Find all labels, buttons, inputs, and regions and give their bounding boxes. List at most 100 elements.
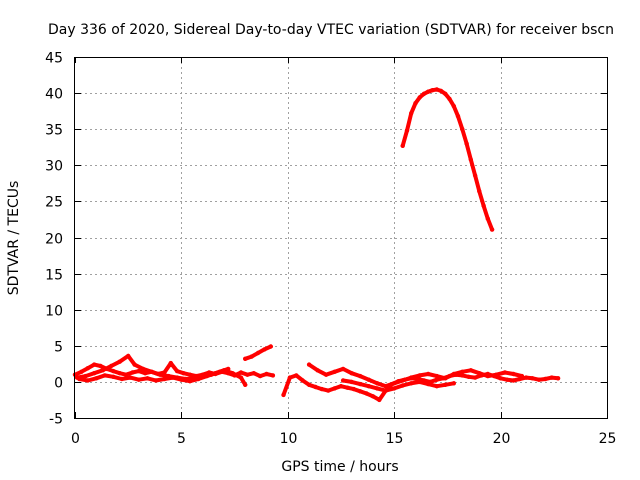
data-point: [409, 111, 414, 116]
data-point: [358, 373, 363, 379]
y-tick-label: 0: [54, 376, 63, 392]
data-point: [426, 381, 431, 387]
data-point: [243, 382, 248, 387]
data-point: [451, 371, 456, 377]
x-tick-label: 0: [71, 431, 80, 447]
data-point: [370, 394, 376, 399]
data-point: [468, 368, 473, 373]
data-point: [477, 371, 482, 376]
data-point: [434, 373, 439, 379]
data-point: [404, 128, 410, 133]
data-point: [351, 386, 356, 392]
data-point: [168, 360, 173, 366]
data-point: [443, 91, 448, 97]
data-point: [313, 384, 318, 390]
data-point: [530, 376, 535, 381]
data-point: [251, 371, 256, 376]
x-tick-label: 15: [386, 431, 404, 447]
data-point: [264, 371, 269, 377]
y-tick-label: 35: [45, 123, 63, 139]
data-point: [366, 377, 371, 382]
data-point: [338, 384, 344, 389]
data-point: [409, 381, 414, 386]
data-point: [326, 388, 331, 393]
data-point: [481, 203, 486, 208]
data-point: [523, 375, 529, 380]
data-point: [349, 371, 354, 376]
data-point: [375, 386, 380, 391]
data-point: [187, 372, 193, 377]
data-point: [140, 366, 146, 372]
data-point: [149, 369, 154, 374]
data-point: [174, 368, 180, 374]
data-point: [409, 375, 414, 380]
series-track-h: [400, 87, 495, 232]
y-tick-label: 25: [45, 195, 63, 211]
data-point: [79, 369, 84, 374]
data-point: [221, 368, 227, 373]
chart-title: Day 336 of 2020, Sidereal Day-to-day VTE…: [48, 22, 614, 38]
data-point: [466, 374, 471, 379]
data-point: [366, 384, 371, 389]
data-point: [460, 127, 465, 132]
y-tick-label: 15: [45, 268, 63, 284]
x-tick-label: 5: [177, 431, 186, 447]
plot-series: [72, 87, 561, 403]
data-point: [281, 392, 286, 398]
data-point: [126, 353, 131, 359]
data-point: [426, 371, 431, 377]
data-point: [460, 369, 465, 374]
data-point: [319, 386, 324, 392]
data-point: [447, 96, 452, 102]
x-tick-label: 25: [599, 431, 617, 447]
data-point: [511, 378, 516, 383]
data-point: [315, 368, 320, 373]
data-point: [472, 375, 478, 380]
data-point: [98, 363, 103, 369]
data-point: [413, 101, 418, 106]
plot-frame: [74, 57, 608, 419]
data-point: [392, 386, 397, 391]
data-point: [400, 143, 405, 148]
data-point: [332, 386, 337, 391]
data-point: [345, 385, 350, 390]
y-tick-label: -5: [49, 412, 63, 428]
data-point: [511, 371, 516, 377]
data-point: [358, 389, 363, 394]
data-point: [417, 373, 422, 378]
data-point: [460, 373, 465, 378]
data-point: [417, 379, 422, 385]
tick-labels: 0 5 10 15 20 25 -5 0 5 10 15 20 25 30 35 40 45: [45, 51, 616, 448]
data-point: [543, 376, 548, 382]
data-point: [358, 381, 363, 387]
x-tick-label: 10: [280, 431, 298, 447]
data-point: [426, 89, 431, 94]
data-point: [111, 374, 116, 379]
data-point: [383, 388, 388, 393]
data-point: [443, 382, 448, 387]
data-point: [451, 381, 456, 386]
data-point: [153, 378, 159, 383]
data-point: [468, 157, 473, 162]
data-point: [472, 173, 478, 178]
y-tick-label: 10: [45, 304, 63, 320]
data-point: [119, 376, 125, 382]
data-point: [136, 368, 141, 374]
data-point: [504, 377, 510, 382]
data-point: [477, 189, 482, 194]
data-point: [85, 378, 91, 383]
data-point: [136, 377, 141, 382]
data-point: [111, 368, 116, 374]
data-point: [400, 378, 405, 383]
x-axis-label: GPS time / hours: [281, 459, 398, 475]
data-point: [117, 359, 122, 364]
data-point: [438, 88, 444, 94]
grid: [75, 57, 607, 418]
y-tick-label: 40: [45, 87, 63, 103]
data-point: [204, 373, 210, 379]
data-point: [187, 379, 193, 384]
data-point: [100, 368, 105, 373]
data-point: [287, 375, 293, 380]
data-point: [332, 369, 337, 374]
